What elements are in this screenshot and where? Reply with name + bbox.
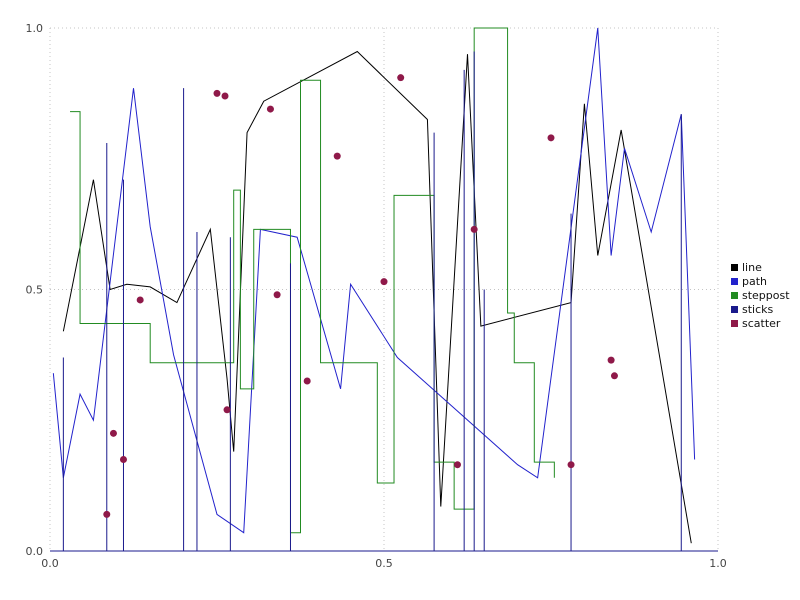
scatter-point: [109, 429, 117, 437]
scatter-point: [607, 356, 615, 364]
legend-swatch-sticks: [731, 306, 738, 313]
scatter-point: [103, 510, 111, 518]
x-tick-label: 0.5: [375, 557, 393, 570]
scatter-point: [397, 74, 405, 82]
scatter-point: [333, 152, 341, 160]
scatter-point: [453, 461, 461, 469]
legend: line path steppost sticks scatter: [731, 261, 790, 330]
scatter-point: [273, 291, 281, 299]
scatter-point: [266, 105, 274, 113]
scatter-point: [380, 278, 388, 286]
legend-item-scatter: scatter: [731, 317, 790, 330]
scatter-point: [610, 372, 618, 380]
scatter-point: [136, 296, 144, 304]
series-path: [52, 27, 696, 534]
legend-swatch-steppost: [731, 292, 738, 299]
scatter-point: [119, 455, 127, 463]
legend-item-path: path: [731, 275, 790, 288]
legend-item-sticks: sticks: [731, 303, 790, 316]
legend-label-sticks: sticks: [742, 303, 774, 316]
y-tick-label: 0.0: [26, 545, 44, 558]
x-tick-label: 0.0: [41, 557, 59, 570]
legend-label-steppost: steppost: [742, 289, 790, 302]
scatter-point: [223, 406, 231, 414]
y-tick-label: 1.0: [26, 22, 44, 35]
legend-item-steppost: steppost: [731, 289, 790, 302]
scatter-point: [567, 461, 575, 469]
legend-swatch-path: [731, 278, 738, 285]
scatter-point: [221, 92, 229, 100]
legend-swatch-scatter: [731, 320, 738, 327]
series-steppost: [70, 27, 555, 534]
series-line: [62, 50, 692, 544]
legend-item-line: line: [731, 261, 790, 274]
scatter-point: [303, 377, 311, 385]
legend-swatch-line: [731, 264, 738, 271]
scatter-point: [470, 225, 478, 233]
legend-label-path: path: [742, 275, 768, 288]
y-tick-label: 0.5: [26, 284, 44, 297]
scatter-point: [547, 134, 555, 142]
scatter-point: [213, 89, 221, 97]
legend-label-line: line: [742, 261, 762, 274]
x-tick-label: 1.0: [709, 557, 727, 570]
legend-label-scatter: scatter: [742, 317, 781, 330]
